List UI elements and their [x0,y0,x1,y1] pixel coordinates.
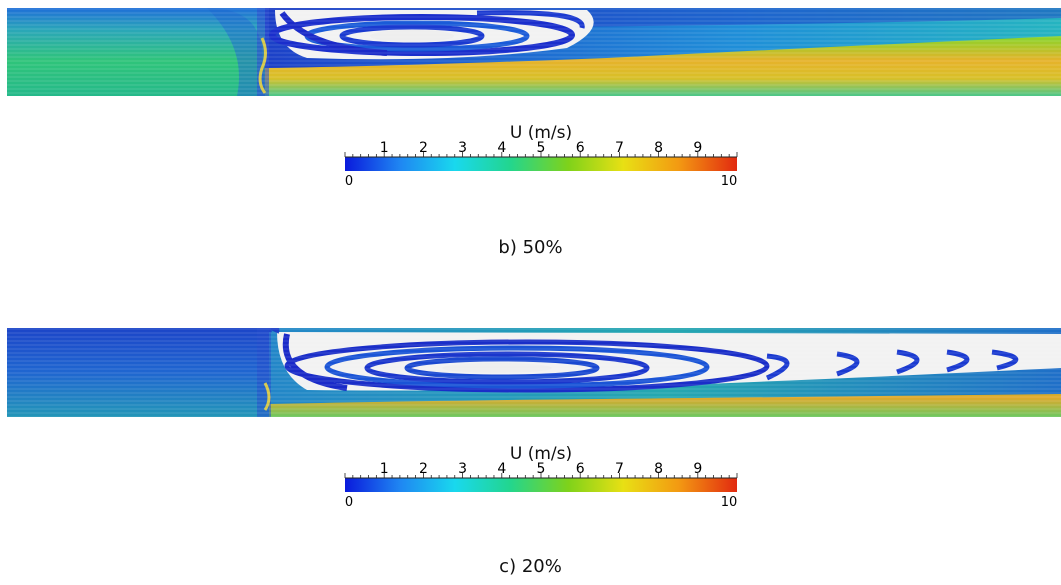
streamline-plot-50 [7,8,1061,96]
colorbar-graphic: 1 2 3 4 5 6 7 8 9 0 10 [344,140,738,189]
colorbar-min-label: 0 [345,174,353,189]
streamline-plot-20 [7,328,1061,417]
colorbar-max-label: 10 [721,495,738,510]
tick-label-7: 7 [615,140,624,156]
tick-label-4: 4 [497,140,506,156]
colorbar-gradient [345,478,737,492]
tick-label-4: 4 [497,461,506,477]
tick-label-3: 3 [458,461,467,477]
colorbar-max-label: 10 [721,174,738,189]
tick-label-7: 7 [615,461,624,477]
tick-label-2: 2 [419,461,428,477]
tick-label-2: 2 [419,140,428,156]
tick-label-9: 9 [693,140,702,156]
tick-label-3: 3 [458,140,467,156]
colorbar-20: U (m/s) 1 2 3 4 5 6 7 8 9 0 10 [344,444,738,510]
tick-label-5: 5 [537,461,546,477]
tick-label-8: 8 [654,140,663,156]
tick-label-9: 9 [693,461,702,477]
tick-label-5: 5 [537,140,546,156]
figure-caption-c: c) 20% [499,556,562,577]
colorbar-graphic: 1 2 3 4 5 6 7 8 9 0 10 [344,461,738,510]
tick-label-1: 1 [380,461,389,477]
tick-label-6: 6 [576,461,585,477]
colorbar-title: U (m/s) [509,444,573,464]
tick-label-8: 8 [654,461,663,477]
tick-label-6: 6 [576,140,585,156]
colorbar-gradient [345,157,737,171]
figure-caption-b: b) 50% [498,237,563,258]
colorbar-50: U (m/s) 1 2 3 4 5 6 7 8 9 0 10 [344,123,738,189]
colorbar-min-label: 0 [345,495,353,510]
tick-label-1: 1 [380,140,389,156]
colorbar-title: U (m/s) [509,123,573,143]
